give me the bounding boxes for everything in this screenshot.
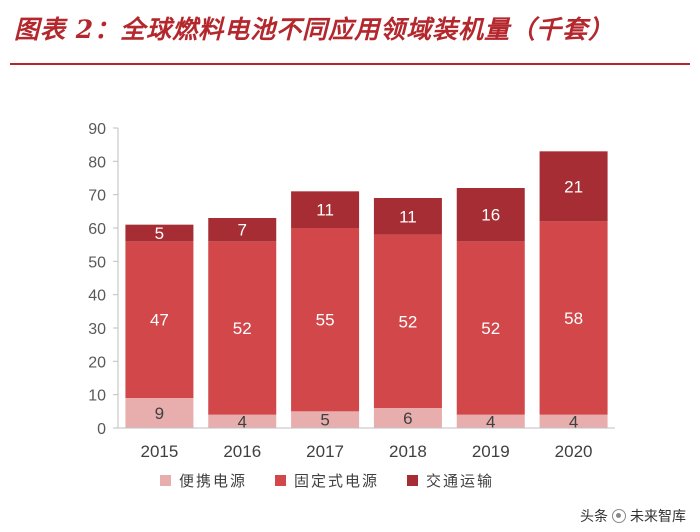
y-tick-label: 30 [88, 321, 106, 338]
data-label: 55 [316, 311, 335, 330]
y-tick-label: 40 [88, 288, 106, 305]
data-label: 4 [486, 412, 495, 431]
x-tick-label: 2019 [472, 442, 510, 461]
chart-title: 图表 2：全球燃料电池不同应用领域装机量（千套） [14, 15, 615, 44]
y-tick-label: 50 [88, 254, 106, 271]
data-label: 5 [320, 411, 329, 430]
data-label: 7 [238, 221, 247, 240]
watermark: 头条 未来智库 [580, 506, 686, 526]
data-label: 52 [233, 319, 252, 338]
x-tick-label: 2016 [223, 442, 261, 461]
data-label: 47 [150, 311, 169, 330]
legend-swatch [160, 474, 171, 486]
y-tick-label: 60 [88, 221, 106, 238]
watermark-logo-icon [612, 509, 626, 523]
bar-segment [539, 221, 608, 415]
bar-segment [125, 224, 194, 242]
data-label: 11 [316, 201, 334, 220]
data-label: 58 [564, 309, 583, 328]
y-tick-label: 0 [97, 421, 106, 438]
bar-segment [291, 411, 360, 428]
data-label: 9 [155, 404, 164, 423]
data-label: 52 [398, 312, 417, 331]
bar-segment [456, 414, 525, 428]
bar-segment [208, 241, 277, 415]
x-tick-label: 2015 [141, 442, 179, 461]
bar-segment [373, 408, 442, 428]
y-tick-label: 80 [88, 154, 106, 171]
bar-segment [208, 218, 277, 242]
bar-segment [373, 234, 442, 408]
bar-segment [208, 414, 277, 428]
x-tick-label: 2020 [555, 442, 593, 461]
legend-label: 便携电源 [179, 471, 248, 490]
bar-segment [456, 241, 525, 415]
data-label: 4 [569, 412, 578, 431]
bar-segment [125, 241, 194, 398]
data-label: 16 [481, 206, 500, 225]
y-axis: 0 10 20 30 40 50 60 70 80 90 [88, 121, 119, 438]
y-tick-label: 90 [88, 121, 106, 138]
bar-segment [125, 398, 194, 428]
data-label: 11 [399, 207, 417, 226]
legend-item: 固定式电源 [275, 470, 379, 491]
legend-label: 交通运输 [426, 471, 495, 490]
y-tick-label: 70 [88, 188, 106, 205]
data-label: 21 [564, 177, 583, 196]
title-divider [10, 63, 690, 65]
legend: 便携电源 固定式电源 交通运输 [160, 468, 522, 492]
data-label: 5 [155, 224, 164, 243]
watermark-text-before: 头条 [580, 509, 608, 525]
legend-item: 便携电源 [160, 470, 247, 491]
legend-swatch [407, 474, 419, 486]
y-tick-label: 10 [88, 388, 106, 405]
bar-segment [456, 188, 525, 242]
watermark-text-after: 未来智库 [630, 509, 686, 525]
x-axis: 2015 2016 2017 2018 2019 2020 [118, 427, 615, 461]
bar-segment [373, 198, 442, 235]
x-tick-label: 2018 [389, 442, 427, 461]
legend-label: 固定式电源 [294, 471, 380, 490]
data-label: 52 [481, 319, 500, 338]
bar-segment [539, 151, 608, 222]
legend-swatch [275, 474, 287, 486]
bar-segment [291, 228, 360, 412]
data-label: 6 [403, 409, 412, 428]
bar-segment [291, 191, 360, 228]
y-tick-label: 20 [88, 354, 106, 371]
data-label: 4 [238, 412, 247, 431]
legend-item: 交通运输 [407, 470, 494, 491]
bar-segment [539, 414, 608, 428]
x-tick-label: 2017 [306, 442, 344, 461]
